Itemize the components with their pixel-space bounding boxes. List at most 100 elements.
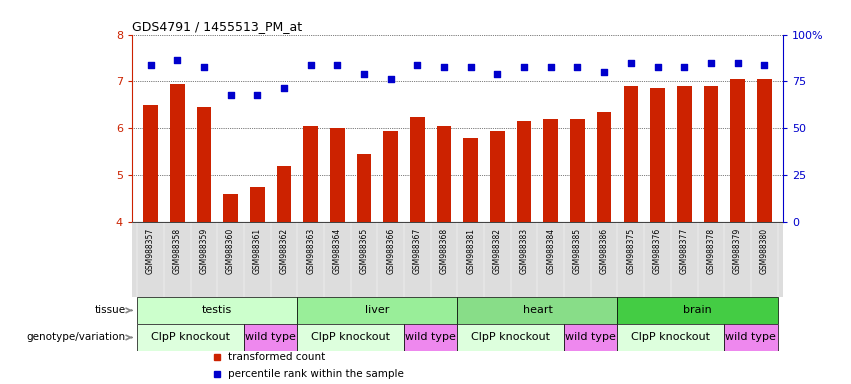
Text: GSM988379: GSM988379 [733,228,742,274]
Point [330,62,344,68]
Point [571,64,585,70]
Bar [410,116,425,222]
Bar [677,86,692,222]
Bar [297,297,458,324]
Point [464,64,477,70]
Point [304,62,317,68]
Text: GSM988366: GSM988366 [386,228,395,274]
Bar [517,121,532,222]
Bar [724,324,778,351]
Bar [757,79,772,222]
Point [170,57,184,63]
Bar [383,131,398,222]
Text: GSM988382: GSM988382 [493,228,502,274]
Text: GSM988383: GSM988383 [520,228,528,274]
Text: GDS4791 / 1455513_PM_at: GDS4791 / 1455513_PM_at [132,20,302,33]
Point [704,60,717,66]
Bar [597,112,612,222]
Bar [730,79,745,222]
Point [410,62,424,68]
Bar [437,126,451,222]
Text: ClpP knockout: ClpP knockout [311,333,391,343]
Point [384,76,397,82]
Text: GSM988360: GSM988360 [226,228,235,274]
Point [491,71,505,78]
Bar [244,324,297,351]
Text: brain: brain [683,305,712,315]
Text: GSM988380: GSM988380 [760,228,768,274]
Text: ClpP knockout: ClpP knockout [471,333,551,343]
Text: GSM988362: GSM988362 [279,228,288,274]
Bar [330,128,345,222]
Bar [137,324,244,351]
Bar [404,324,458,351]
Bar [564,324,618,351]
Bar [357,154,371,222]
Bar [544,119,558,222]
Text: heart: heart [523,305,552,315]
Text: GSM988376: GSM988376 [653,228,662,274]
Text: GSM988364: GSM988364 [333,228,342,274]
Point [357,71,371,78]
Text: tissue: tissue [94,305,125,315]
Text: GSM988361: GSM988361 [253,228,262,274]
Text: ClpP knockout: ClpP knockout [151,333,230,343]
Bar [618,324,724,351]
Bar [143,105,158,222]
Bar [223,194,238,222]
Text: GSM988378: GSM988378 [706,228,716,274]
Bar [490,131,505,222]
Bar [197,107,211,222]
Point [224,93,237,99]
Bar [137,297,297,324]
Bar [570,119,585,222]
Bar [458,297,618,324]
Bar [464,137,478,222]
Text: wild type: wild type [405,333,456,343]
Text: GSM988386: GSM988386 [600,228,608,274]
Text: ClpP knockout: ClpP knockout [631,333,711,343]
Text: wild type: wild type [725,333,776,343]
Point [544,64,557,70]
Bar [458,324,564,351]
Point [197,64,211,70]
Point [597,69,611,75]
Point [250,93,264,99]
Point [624,60,637,66]
Text: GSM988363: GSM988363 [306,228,315,274]
Bar [704,86,718,222]
Point [677,64,691,70]
Point [517,64,531,70]
Text: GSM988365: GSM988365 [359,228,368,274]
Text: GSM988377: GSM988377 [680,228,688,274]
Text: testis: testis [203,305,232,315]
Text: liver: liver [365,305,390,315]
Text: wild type: wild type [565,333,616,343]
Text: GSM988384: GSM988384 [546,228,556,274]
Bar [250,187,265,222]
Bar [297,324,404,351]
Bar [277,166,291,222]
Text: wild type: wild type [245,333,296,343]
Point [437,64,451,70]
Text: percentile rank within the sample: percentile rank within the sample [228,369,404,379]
Bar [650,88,665,222]
Text: GSM988358: GSM988358 [173,228,182,274]
Point [651,64,665,70]
Point [757,62,771,68]
Text: GSM988375: GSM988375 [626,228,636,274]
Bar [170,84,185,222]
Point [277,85,291,91]
Text: GSM988385: GSM988385 [573,228,582,274]
Text: GSM988368: GSM988368 [440,228,448,274]
Text: GSM988367: GSM988367 [413,228,422,274]
Bar [303,126,318,222]
Point [731,60,745,66]
Bar [624,86,638,222]
Text: GSM988381: GSM988381 [466,228,475,274]
Text: genotype/variation: genotype/variation [26,333,125,343]
Text: GSM988357: GSM988357 [146,228,155,274]
Text: transformed count: transformed count [228,352,325,362]
Point [144,62,157,68]
Text: GSM988359: GSM988359 [199,228,208,274]
